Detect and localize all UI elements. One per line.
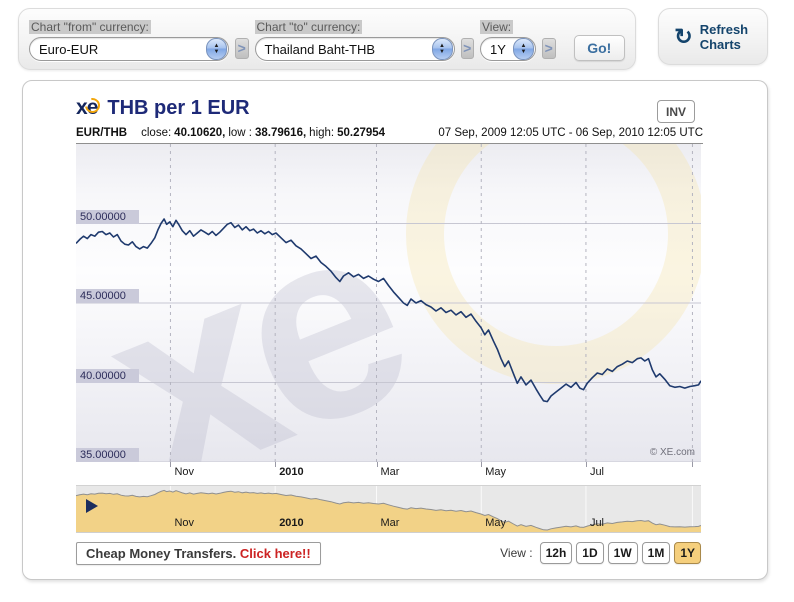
stepper-icon[interactable]: ▲ ▼: [206, 38, 227, 60]
copyright-text: © XE.com: [649, 447, 695, 458]
to-currency-field: Chart "to" currency: Thailand Baht-THB ▲…: [254, 20, 455, 61]
page-title: THB per 1 EUR: [107, 97, 250, 119]
date-range: 07 Sep, 2009 12:05 UTC - 06 Sep, 2010 12…: [438, 127, 703, 139]
top-toolbar: Chart "from" currency: Euro-EUR ▲ ▼ > Cha…: [0, 0, 794, 76]
refresh-charts-button[interactable]: ↻ Refresh Charts: [658, 8, 768, 65]
x-axis-label: 2010: [279, 466, 304, 478]
y-axis-label: 35.00000: [76, 448, 139, 462]
from-currency-value: Euro-EUR: [39, 41, 99, 57]
go-button[interactable]: Go!: [573, 35, 626, 61]
to-currency-label: Chart "to" currency:: [254, 20, 363, 34]
x-axis-label: May: [485, 466, 507, 478]
chevron-right-icon: >: [542, 38, 556, 59]
main-chart-svg: [76, 144, 701, 462]
from-currency-select[interactable]: Euro-EUR ▲ ▼: [29, 37, 229, 61]
view-period-button-12h[interactable]: 12h: [539, 542, 573, 564]
currency-pair: EUR/THB: [76, 127, 128, 139]
x-axis-tick: [170, 462, 172, 467]
low-value: 38.79616,: [255, 127, 307, 139]
mini-x-axis-label: May: [485, 517, 507, 529]
view-period-button-1m[interactable]: 1M: [641, 542, 671, 564]
xe-logo-ring-icon: [81, 95, 103, 116]
close-value: 40.10620,: [174, 127, 226, 139]
promo-link[interactable]: Cheap Money Transfers. Click here!!: [76, 542, 321, 565]
x-axis-tick: [585, 462, 587, 467]
mini-x-axis-label: 2010: [279, 517, 304, 529]
view-period-buttons: 12h 1D 1W 1M 1Y: [539, 542, 701, 564]
y-axis-label: 50.00000: [76, 209, 139, 224]
stepper-icon[interactable]: ▲ ▼: [513, 38, 534, 60]
view-period-button-1w[interactable]: 1W: [607, 542, 638, 564]
stepper-icon[interactable]: ▲ ▼: [431, 38, 453, 60]
high-value: 50.27954: [337, 127, 386, 139]
stats-row: EUR/THB close: 40.10620, low : 38.79616,…: [76, 127, 703, 144]
chart-header: xe THB per 1 EUR: [76, 95, 250, 120]
from-currency-field: Chart "from" currency: Euro-EUR ▲ ▼: [29, 20, 229, 61]
x-axis-tick: [481, 462, 483, 467]
x-axis-tick: [376, 462, 378, 467]
to-currency-select[interactable]: Thailand Baht-THB ▲ ▼: [254, 37, 455, 61]
promo-text: Cheap Money Transfers.: [86, 546, 237, 561]
x-axis-tick: [692, 462, 694, 467]
invert-button[interactable]: INV: [657, 100, 695, 123]
mini-chart-svg: [76, 486, 701, 532]
low-label: low :: [228, 127, 252, 139]
mini-x-axis-label: Mar: [380, 517, 400, 529]
view-select[interactable]: 1Y ▲ ▼: [480, 37, 536, 61]
refresh-icon: ↻: [674, 23, 693, 49]
x-axis-label: Jul: [589, 466, 604, 478]
view-value: 1Y: [490, 41, 506, 57]
chart-card: xe THB per 1 EUR INV EUR/THB close: 40.1…: [22, 80, 768, 580]
view-period-button-1y[interactable]: 1Y: [674, 542, 701, 564]
to-currency-value: Thailand Baht-THB: [264, 41, 376, 57]
play-button[interactable]: [86, 499, 98, 513]
view-period-button-1d[interactable]: 1D: [576, 542, 604, 564]
x-axis-tick: [275, 462, 277, 467]
refresh-charts-label: Refresh Charts: [699, 21, 749, 52]
high-label: high:: [309, 127, 335, 139]
from-currency-label: Chart "from" currency:: [29, 20, 151, 34]
x-axis-label: Nov: [174, 466, 194, 478]
chevron-right-icon: >: [235, 38, 249, 59]
y-axis-label: 45.00000: [76, 289, 139, 303]
mini-x-axis-label: Nov: [174, 517, 194, 529]
chevron-right-icon: >: [460, 38, 474, 59]
mini-x-axis-label: Jul: [589, 517, 604, 529]
x-axis-label: Mar: [380, 466, 400, 478]
xe-logo: xe: [76, 95, 103, 120]
bottom-row: Cheap Money Transfers. Click here!! View…: [76, 540, 701, 568]
main-chart-plot[interactable]: xe 50.00000 45.00000 40.00000 35.00000 © XE…: [76, 144, 701, 462]
currency-selector-card: Chart "from" currency: Euro-EUR ▲ ▼ > Cha…: [18, 8, 636, 70]
view-period-switch: View : 12h 1D 1W 1M 1Y: [500, 542, 701, 564]
view-field: View: 1Y ▲ ▼: [480, 20, 536, 61]
y-axis-label: 40.00000: [76, 368, 139, 383]
x-axis: Nov 2010 Mar May Jul: [76, 462, 701, 484]
promo-click-here: Click here!!: [239, 546, 311, 561]
view-label: View:: [480, 20, 514, 34]
view-switch-label: View :: [500, 546, 533, 560]
close-label: close:: [141, 127, 172, 139]
range-slider-chart[interactable]: Nov 2010 Mar May Jul: [76, 485, 701, 533]
